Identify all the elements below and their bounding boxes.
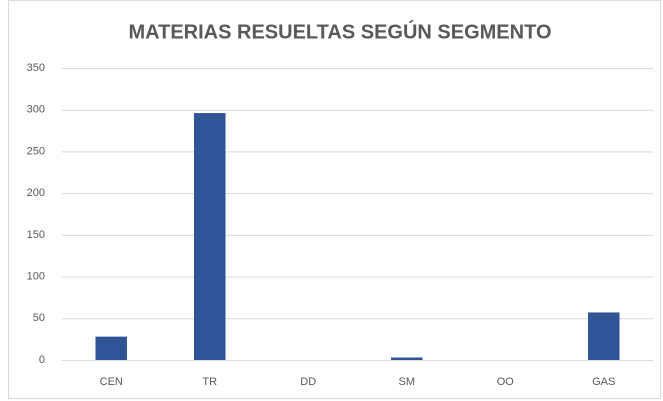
x-tick-label: TR — [202, 376, 217, 388]
bar — [390, 357, 423, 360]
y-tick-label: 50 — [33, 312, 45, 324]
y-tick-label: 350 — [27, 62, 45, 74]
y-tick-label: 0 — [39, 354, 45, 366]
bar — [587, 312, 620, 360]
y-tick-label: 100 — [27, 270, 45, 282]
y-tick-label: 200 — [27, 187, 45, 199]
chart-border — [8, 0, 661, 399]
y-tick-label: 250 — [27, 145, 45, 157]
x-tick-label: OO — [497, 376, 515, 388]
x-tick-label: DD — [300, 376, 316, 388]
y-tick-label: 150 — [27, 229, 45, 241]
bar — [193, 113, 226, 361]
chart-title: MATERIAS RESUELTAS SEGÚN SEGMENTO — [129, 19, 552, 43]
bar — [95, 336, 128, 360]
x-tick-label: GAS — [592, 376, 615, 388]
x-tick-label: SM — [399, 376, 416, 388]
y-tick-label: 300 — [27, 104, 45, 116]
x-tick-label: CEN — [100, 376, 123, 388]
